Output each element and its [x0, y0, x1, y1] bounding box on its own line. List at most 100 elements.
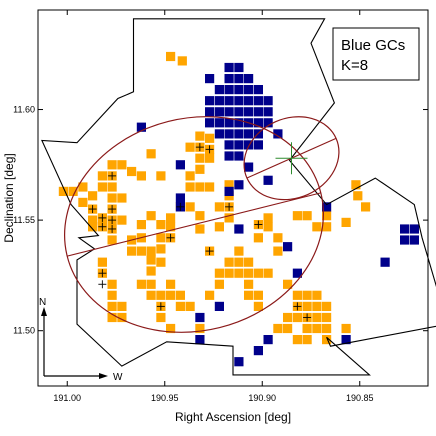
cross-marker [195, 143, 204, 152]
orange-pixel [117, 193, 127, 203]
chart-marks [41, 18, 436, 376]
orange-pixel [88, 215, 98, 225]
navy-pixel [292, 268, 302, 278]
navy-pixel [263, 96, 273, 106]
navy-pixel [244, 129, 254, 139]
orange-pixel [322, 222, 332, 232]
y-tick-label: 11.55 [13, 215, 35, 225]
cross-marker [205, 247, 214, 256]
orange-pixel [97, 171, 107, 181]
y-tick-label: 11.50 [13, 326, 35, 336]
navy-pixel [224, 96, 234, 106]
orange-pixel [244, 290, 254, 300]
orange-pixel [166, 290, 176, 300]
orange-pixel [205, 182, 215, 192]
orange-pixel [302, 335, 312, 345]
x-tick-label: 191.00 [53, 393, 81, 403]
orange-pixel [244, 257, 254, 267]
navy-pixel [224, 186, 234, 196]
navy-pixel [175, 193, 185, 203]
cross-marker [108, 216, 117, 225]
orange-pixel [273, 233, 283, 243]
cross-marker [303, 313, 312, 322]
navy-pixel [400, 235, 410, 245]
orange-pixel [292, 211, 302, 221]
navy-pixel [273, 129, 283, 139]
orange-pixel [185, 202, 195, 212]
navy-pixel [224, 74, 234, 84]
legend-box: Blue GCs K=8 [332, 27, 420, 81]
orange-pixel [146, 290, 156, 300]
x-tick-label: 190.90 [248, 393, 276, 403]
orange-pixel [195, 182, 205, 192]
navy-pixel [234, 140, 244, 150]
navy-pixel [195, 335, 205, 345]
navy-pixel [253, 118, 263, 128]
ellipse-outline [64, 116, 324, 333]
navy-pixel [224, 107, 234, 117]
navy-pixel [214, 85, 224, 95]
orange-pixel [322, 312, 332, 323]
orange-pixel [156, 290, 166, 300]
orange-pixel [107, 193, 117, 203]
north-arrowhead-icon [41, 307, 47, 316]
legend-line-1: Blue GCs [341, 37, 405, 54]
navy-pixel [234, 118, 244, 128]
orange-pixel [224, 268, 234, 278]
orange-pixel [263, 268, 273, 278]
orange-pixel [107, 312, 117, 323]
x-tick-label: 190.95 [151, 393, 179, 403]
orange-pixel [361, 202, 371, 212]
ellipse-1 [64, 116, 324, 333]
orange-pixel [166, 222, 176, 232]
orange-pixel [146, 255, 156, 265]
navy-pixel [214, 301, 224, 311]
navy-pixel [253, 140, 263, 150]
navy-pixel [263, 175, 273, 185]
navy-pixel [205, 107, 215, 117]
orange-pixel [136, 220, 146, 230]
orange-pixel [166, 213, 176, 223]
orange-pixel [322, 301, 332, 311]
orange-pixel [166, 51, 176, 62]
cross-marker [98, 222, 107, 231]
navy-pixel [263, 107, 273, 117]
orange-pixel [156, 220, 166, 230]
orange-pixel [107, 279, 117, 289]
orange-pixel [312, 312, 322, 323]
orange-pixel [322, 211, 332, 221]
orange-pixel [156, 233, 166, 243]
cross-marker [225, 202, 234, 211]
orange-pixel [205, 290, 215, 300]
x-axis-label: Right Ascension [deg] [175, 410, 291, 424]
navy-pixel [234, 62, 244, 73]
orange-pixel [234, 257, 244, 267]
navy-pixel [322, 202, 332, 212]
orange-pixel [205, 133, 215, 143]
west-arrowhead-icon [99, 373, 108, 379]
orange-pixel [234, 268, 244, 278]
cross-marker [293, 302, 302, 311]
orange-pixel [146, 211, 156, 221]
orange-pixel [353, 191, 363, 201]
ellipse-major-axis [67, 192, 321, 257]
compass-west-label: W [113, 372, 123, 383]
navy-pixel [214, 118, 224, 128]
y-axis: 11.50 11.55 11.60 [13, 105, 428, 336]
cross-marker [176, 202, 185, 211]
x-axis: 191.00 190.95 190.90 190.85 [53, 10, 374, 403]
orange-pixel [205, 153, 215, 163]
orange-pixel [195, 211, 205, 221]
orange-pixel [117, 160, 127, 170]
navy-pixel [244, 96, 254, 106]
orange-pixel [177, 56, 187, 66]
cross-marker [108, 205, 117, 214]
navy-pixel [244, 162, 254, 172]
orange-pixel [127, 166, 137, 177]
orange-pixel [253, 233, 263, 243]
navy-pixel [244, 107, 254, 117]
navy-pixel [253, 346, 263, 356]
orange-pixel [78, 197, 88, 207]
orange-pixel [302, 211, 312, 221]
